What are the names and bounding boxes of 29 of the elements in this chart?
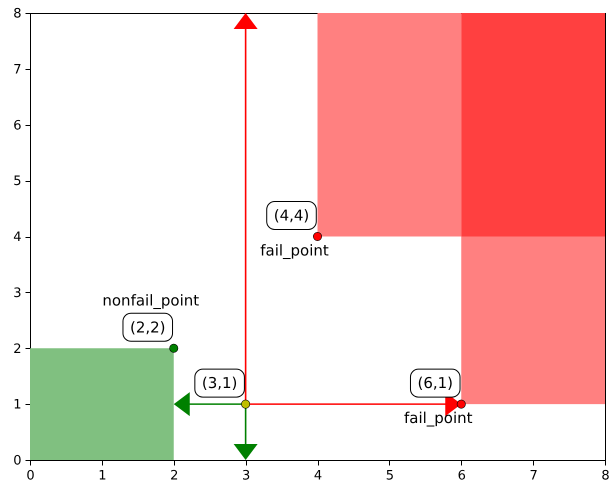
annotation: (6,1) [417,374,454,392]
x-tick-label: 8 [601,468,610,483]
annotation: (3,1) [202,374,238,392]
point [313,232,322,241]
x-tick-label: 4 [314,468,322,483]
y-tick-label: 0 [13,454,22,468]
y-tick-label: 8 [13,6,22,22]
annotation: (4,4) [274,206,310,224]
y-tick-label: 7 [13,62,22,78]
point [241,400,250,409]
y-tick-label: 1 [13,398,22,413]
x-tick-label: 6 [458,468,466,483]
y-tick-label: 5 [13,174,22,190]
y-tick-label: 4 [13,230,22,245]
annotation: fail_point [260,242,329,260]
x-tick-label: 5 [386,468,394,483]
annotation: nonfail_point [102,291,200,310]
x-tick-label: 0 [26,468,35,483]
x-tick-label: 2 [170,468,178,483]
x-tick-label: 7 [529,468,538,483]
annotation: fail_point [404,409,473,428]
point [169,344,178,353]
annotation: (2,2) [130,318,166,336]
x-tick-label: 1 [98,468,107,483]
point [456,400,466,409]
x-tick-label: 3 [242,468,250,483]
y-tick-label: 6 [13,118,22,134]
y-tick-label: 2 [13,342,22,357]
y-tick-label: 3 [13,286,22,301]
